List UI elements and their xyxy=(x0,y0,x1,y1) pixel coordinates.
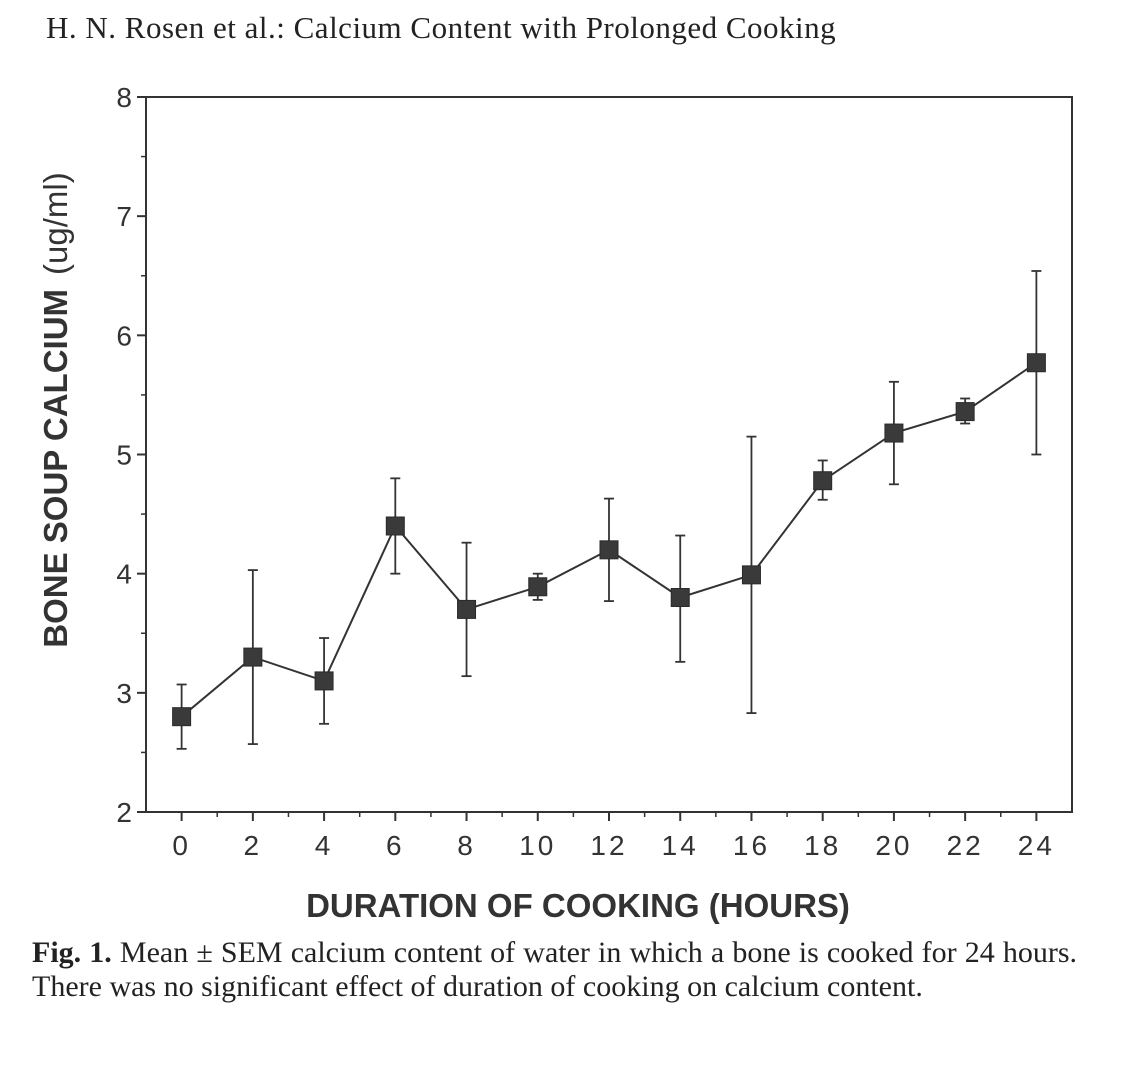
data-point xyxy=(599,540,619,560)
running-title: H. N. Rosen et al.: Calcium Content with… xyxy=(46,10,837,45)
x-tick-label: 20 xyxy=(875,830,912,861)
x-tick-label: 24 xyxy=(1018,830,1055,861)
data-point xyxy=(955,402,975,422)
data-point xyxy=(1026,353,1046,373)
x-tick-label: 6 xyxy=(386,830,405,861)
x-tick-label: 8 xyxy=(457,830,476,861)
figure-label: Fig. 1. xyxy=(32,936,112,969)
x-axis-title: DURATION OF COOKING (HOURS) xyxy=(306,887,850,924)
figure-caption-text: Mean ± SEM calcium content of water in w… xyxy=(32,936,1078,1003)
data-point xyxy=(670,588,690,607)
data-point xyxy=(457,599,477,619)
y-tick-label: 3 xyxy=(116,678,132,709)
y-tick-label: 8 xyxy=(116,82,132,113)
y-tick-label: 4 xyxy=(116,559,132,590)
data-point xyxy=(528,577,548,597)
x-tick-label: 2 xyxy=(244,830,263,861)
data-point xyxy=(741,565,761,585)
y-axis-title: BONE SOUP CALCIUM (ug/ml) xyxy=(37,172,74,647)
y-axis-title-unit: (ug/ml) xyxy=(37,172,74,275)
data-point xyxy=(813,471,833,491)
plot-frame xyxy=(145,96,1073,813)
x-tick-label: 10 xyxy=(519,830,556,861)
x-tick-label: 14 xyxy=(662,830,699,861)
x-tick-label: 4 xyxy=(315,830,334,861)
y-tick-label: 2 xyxy=(116,797,132,828)
tick-marks xyxy=(137,96,1038,821)
data-point xyxy=(314,671,334,691)
data-point xyxy=(385,516,405,536)
y-tick-label: 7 xyxy=(116,201,132,232)
data-point xyxy=(884,423,904,443)
data-point xyxy=(172,707,192,727)
data-point xyxy=(243,647,263,667)
x-tick-label: 16 xyxy=(733,830,770,861)
data-series xyxy=(172,270,1046,750)
figure-caption: Fig. 1. Mean ± SEM calcium content of wa… xyxy=(32,936,1077,1004)
y-axis-title-main: BONE SOUP CALCIUM xyxy=(37,289,74,648)
x-tick-label: 22 xyxy=(947,830,984,861)
x-tick-label: 0 xyxy=(172,830,191,861)
y-tick-label: 5 xyxy=(116,440,132,471)
y-tick-label: 6 xyxy=(116,320,132,351)
x-tick-label: 12 xyxy=(590,830,627,861)
axes xyxy=(145,96,1073,813)
x-tick-label: 18 xyxy=(804,830,841,861)
